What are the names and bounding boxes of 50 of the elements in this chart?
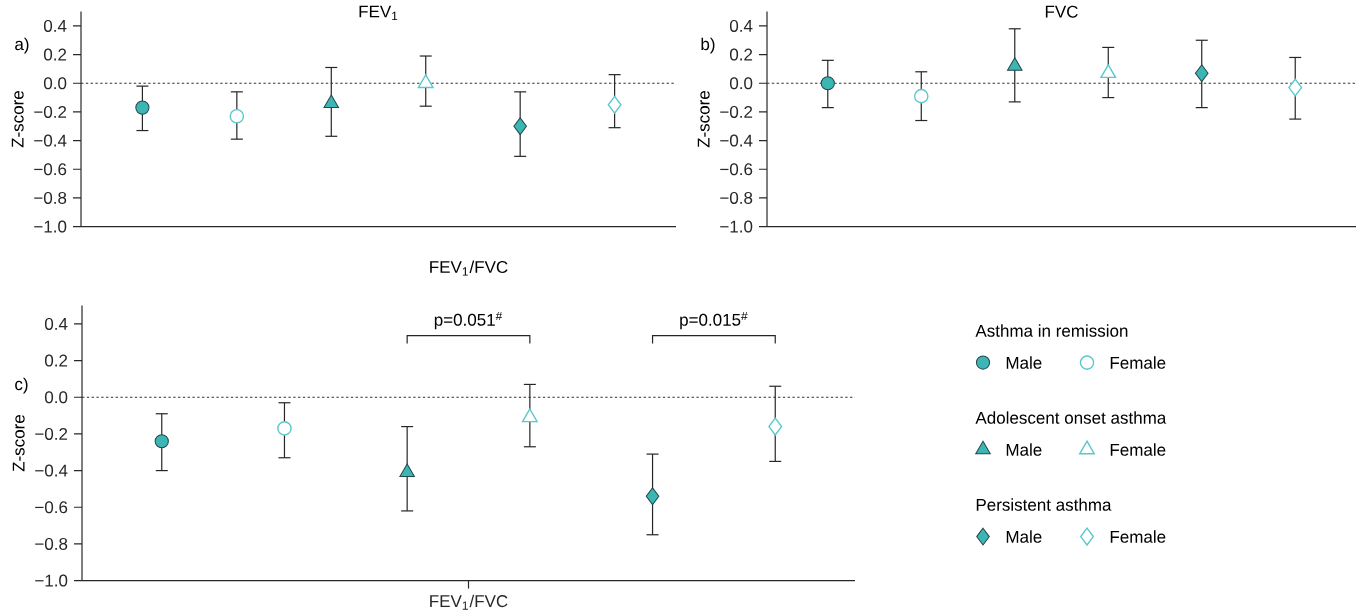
point [768, 417, 783, 436]
point [521, 408, 538, 423]
y-tick-label: −0.6 [35, 501, 68, 514]
point [645, 487, 660, 505]
y-tick-label: 0.0 [43, 77, 67, 90]
y-tick-label: −0.8 [720, 191, 753, 204]
x-axis-title: FEV$_{1}$/FVC [430, 594, 508, 610]
y-tick-label: 0.4 [43, 19, 67, 32]
y-axis-title: Z-score [11, 90, 24, 148]
y-tick-label: −0.2 [34, 105, 67, 118]
text: b) [701, 37, 715, 54]
y-tick-label: 0.4 [729, 19, 753, 32]
y-tick-label: −0.4 [720, 134, 753, 147]
text: Persistent asthma [976, 498, 1112, 511]
legend-label: Male [1006, 356, 1042, 369]
text: Adolescent onset asthma [975, 411, 1167, 424]
y-tick-label: 0.2 [44, 354, 68, 367]
y-tick-label: −1.0 [34, 220, 67, 233]
chart-title: FEV$_{1}$ [359, 5, 398, 20]
text: a) [15, 37, 29, 54]
text: Asthma in remission [975, 324, 1128, 337]
y-tick-label: −0.4 [34, 134, 67, 147]
y-tick-label: 0.0 [729, 77, 753, 90]
legend-label: Male [1006, 530, 1042, 543]
y-tick-label: −0.2 [720, 105, 753, 118]
y-tick-label: −0.2 [35, 427, 68, 440]
y-tick-label: −0.4 [35, 464, 68, 477]
legend-label: Female [1110, 530, 1166, 543]
y-tick-label: 0.0 [44, 391, 68, 404]
y-tick-label: −0.8 [35, 537, 68, 550]
chart-title: FEV$_{1}$/FVC [430, 260, 508, 276]
y-tick-label: −0.6 [720, 163, 753, 176]
legend-label: Female [1110, 443, 1166, 456]
chart-title: FVC [1045, 5, 1078, 18]
point [154, 434, 169, 449]
text: c) [15, 377, 28, 394]
y-axis-title: Z-score [697, 90, 710, 148]
annotation: p=0.015$^{#}$ [680, 311, 748, 330]
point [277, 420, 292, 436]
annotation: p=0.051$^{#}$ [434, 311, 503, 330]
y-tick-label: −0.6 [34, 163, 67, 176]
y-tick-label: 0.2 [43, 48, 67, 61]
y-axis-title: Z-score [12, 414, 25, 472]
y-tick-label: 0.4 [44, 317, 68, 330]
legend-label: Male [1006, 443, 1042, 456]
y-tick-label: 0.2 [729, 48, 753, 61]
y-tick-label: −1.0 [35, 574, 68, 587]
legend-label: Female [1110, 356, 1166, 369]
y-tick-label: −0.8 [34, 191, 67, 204]
y-tick-label: −1.0 [720, 220, 753, 233]
